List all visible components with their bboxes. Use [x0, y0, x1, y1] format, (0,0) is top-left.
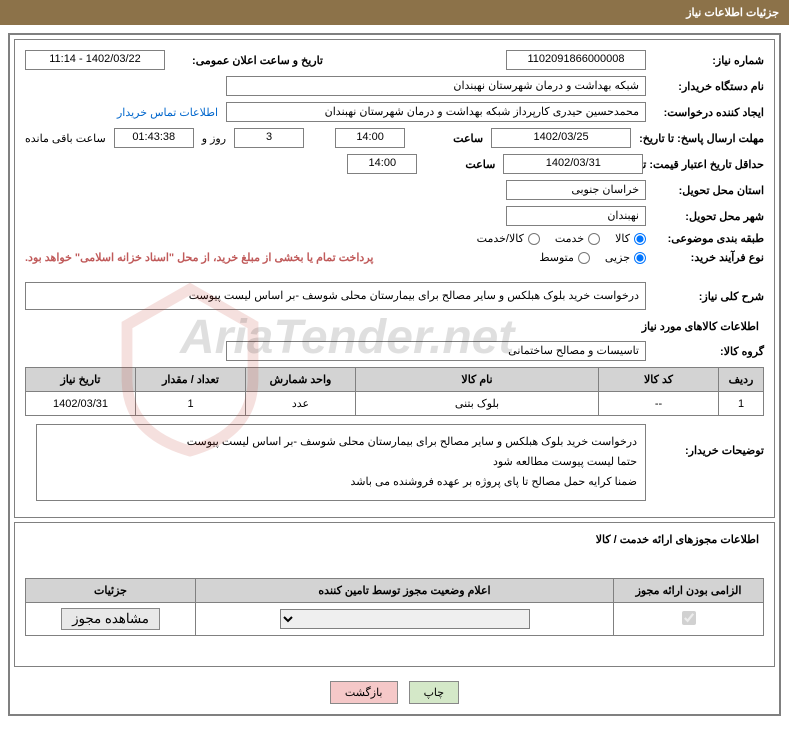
announce-date-label: تاریخ و ساعت اعلان عمومی:: [173, 54, 323, 67]
cell-date: 1402/03/31: [26, 392, 136, 416]
buyer-org-value: شبکه بهداشت و درمان شهرستان نهبندان: [226, 76, 646, 96]
time-label-1: ساعت: [413, 132, 483, 145]
days-and-label: روز و: [202, 132, 226, 145]
radio-motevaset[interactable]: [578, 252, 590, 264]
details-panel: شماره نیاز: 1102091866000008 تاریخ و ساع…: [14, 39, 775, 518]
province-value: خراسان جنوبی: [506, 180, 646, 200]
table-row: 1 -- بلوک بتنی عدد 1 1402/03/31: [26, 392, 764, 416]
goods-group-value: تاسیسات و مصالح ساختمانی: [226, 341, 646, 361]
response-deadline-label: مهلت ارسال پاسخ: تا تاریخ:: [639, 132, 764, 145]
radio-khadamat[interactable]: [588, 233, 600, 245]
main-container: شماره نیاز: 1102091866000008 تاریخ و ساع…: [8, 33, 781, 716]
goods-info-title: اطلاعات کالاهای مورد نیاز: [30, 320, 759, 333]
need-desc-label: شرح کلی نیاز:: [654, 290, 764, 303]
time-remaining-label: ساعت باقی مانده: [25, 132, 106, 145]
view-license-button[interactable]: مشاهده مجوز: [61, 608, 160, 630]
validity-date-value: 1402/03/31: [503, 154, 643, 174]
city-label: شهر محل تحویل:: [654, 210, 764, 223]
category-label: طبقه بندی موضوعی:: [654, 232, 764, 245]
licenses-title: اطلاعات مجوزهای ارائه خدمت / کالا: [30, 533, 759, 546]
city-value: نهبندان: [506, 206, 646, 226]
cell-details: مشاهده مجوز: [26, 603, 196, 636]
cell-name: بلوک بتنی: [356, 392, 599, 416]
th-row: ردیف: [719, 368, 764, 392]
radio-both-label: کالا/خدمت: [477, 232, 524, 245]
treasury-note: پرداخت تمام یا بخشی از مبلغ خرید، از محل…: [25, 251, 373, 264]
radio-jozee[interactable]: [634, 252, 646, 264]
status-select[interactable]: [280, 609, 530, 629]
cell-mandatory: [614, 603, 764, 636]
license-table: الزامی بودن ارائه مجوز اعلام وضعیت مجوز …: [25, 578, 764, 636]
radio-both[interactable]: [528, 233, 540, 245]
back-button[interactable]: بازگشت: [330, 681, 398, 704]
buyer-notes-label: توضیحات خریدار:: [654, 424, 764, 457]
countdown-value: 01:43:38: [114, 128, 194, 148]
th-mandatory: الزامی بودن ارائه مجوز: [614, 579, 764, 603]
contact-link[interactable]: اطلاعات تماس خریدار: [117, 106, 218, 119]
radio-kala[interactable]: [634, 233, 646, 245]
licenses-panel: اطلاعات مجوزهای ارائه خدمت / کالا الزامی…: [14, 522, 775, 667]
announce-date-value: 1402/03/22 - 11:14: [25, 50, 165, 70]
cell-unit: عدد: [246, 392, 356, 416]
th-qty: تعداد / مقدار: [136, 368, 246, 392]
requester-label: ایجاد کننده درخواست:: [654, 106, 764, 119]
th-unit: واحد شمارش: [246, 368, 356, 392]
need-desc-value: درخواست خرید بلوک هبلکس و سایر مصالح برا…: [25, 282, 646, 310]
radio-motevaset-label: متوسط: [539, 251, 574, 264]
radio-khadamat-label: خدمت: [555, 232, 584, 245]
page-header: جزئیات اطلاعات نیاز: [0, 0, 789, 25]
buyer-org-label: نام دستگاه خریدار:: [654, 80, 764, 93]
th-status: اعلام وضعیت مجوز توسط تامین کننده: [196, 579, 614, 603]
goods-group-label: گروه کالا:: [654, 345, 764, 358]
radio-jozee-label: جزیی: [605, 251, 630, 264]
need-number-label: شماره نیاز:: [654, 54, 764, 67]
mandatory-checkbox: [682, 611, 696, 625]
th-details: جزئیات: [26, 579, 196, 603]
cell-code: --: [599, 392, 719, 416]
print-button[interactable]: چاپ: [409, 681, 460, 704]
time-label-2: ساعت: [425, 158, 495, 171]
goods-table: ردیف کد کالا نام کالا واحد شمارش تعداد /…: [25, 367, 764, 416]
button-row: چاپ بازگشت: [10, 671, 779, 714]
radio-kala-label: کالا: [615, 232, 630, 245]
cell-qty: 1: [136, 392, 246, 416]
license-row: مشاهده مجوز: [26, 603, 764, 636]
purchase-type-label: نوع فرآیند خرید:: [654, 251, 764, 264]
th-code: کد کالا: [599, 368, 719, 392]
response-time-value: 14:00: [335, 128, 405, 148]
days-remain-value: 3: [234, 128, 304, 148]
th-name: نام کالا: [356, 368, 599, 392]
th-date: تاریخ نیاز: [26, 368, 136, 392]
province-label: استان محل تحویل:: [654, 184, 764, 197]
requester-value: محمدحسین حیدری کارپرداز شبکه بهداشت و در…: [226, 102, 646, 122]
cell-status: [196, 603, 614, 636]
need-number-value: 1102091866000008: [506, 50, 646, 70]
buyer-notes-value: درخواست خرید بلوک هبلکس و سایر مصالح برا…: [36, 424, 646, 501]
validity-time-value: 14:00: [347, 154, 417, 174]
response-date-value: 1402/03/25: [491, 128, 631, 148]
cell-row: 1: [719, 392, 764, 416]
